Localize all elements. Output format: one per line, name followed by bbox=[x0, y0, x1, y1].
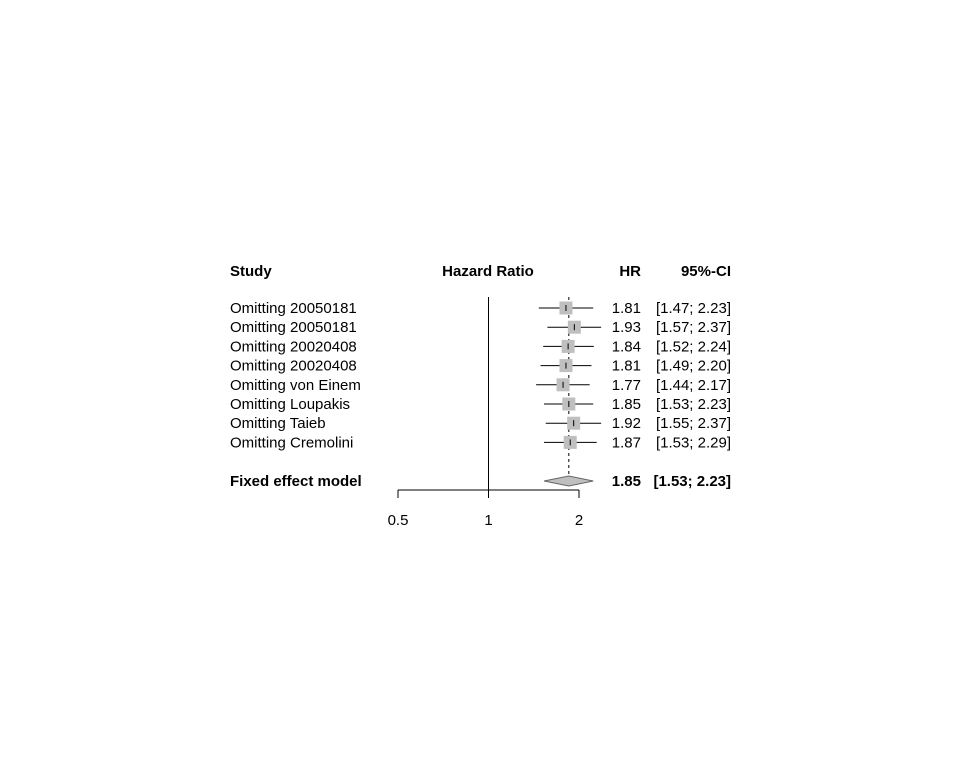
hr-value: 1.77 bbox=[612, 377, 641, 394]
ci-value: [1.53; 2.29] bbox=[656, 434, 731, 451]
header-ci: 95%-CI bbox=[681, 263, 731, 280]
ci-value: [1.57; 2.37] bbox=[656, 319, 731, 336]
header-hr: HR bbox=[619, 263, 641, 280]
x-tick-label: 0.5 bbox=[388, 512, 409, 529]
study-label: Omitting Taieb bbox=[230, 415, 326, 432]
x-tick-label: 2 bbox=[575, 512, 583, 529]
pooled-ci-value: [1.53; 2.23] bbox=[653, 473, 731, 490]
ci-value: [1.55; 2.37] bbox=[656, 415, 731, 432]
hr-value: 1.92 bbox=[612, 415, 641, 432]
ci-value: [1.52; 2.24] bbox=[656, 338, 731, 355]
hr-value: 1.81 bbox=[612, 300, 641, 317]
study-label: Omitting 20020408 bbox=[230, 338, 357, 355]
study-label: Omitting von Einem bbox=[230, 377, 361, 394]
header-study: Study bbox=[230, 263, 272, 280]
study-label: Omitting Cremolini bbox=[230, 434, 353, 451]
x-tick-label: 1 bbox=[484, 512, 492, 529]
ci-value: [1.53; 2.23] bbox=[656, 396, 731, 413]
pooled-diamond bbox=[543, 475, 594, 487]
header-hazard-ratio: Hazard Ratio bbox=[442, 263, 534, 280]
hr-value: 1.87 bbox=[612, 434, 641, 451]
ci-value: [1.47; 2.23] bbox=[656, 300, 731, 317]
pooled-hr-value: 1.85 bbox=[612, 473, 641, 490]
study-rows: Omitting 20050181 1.81 [1.47; 2.23] Omittin… bbox=[230, 297, 731, 490]
hr-value: 1.84 bbox=[612, 338, 641, 355]
study-label: Omitting 20020408 bbox=[230, 358, 357, 375]
study-label: Omitting Loupakis bbox=[230, 396, 350, 413]
ci-value: [1.49; 2.20] bbox=[656, 358, 731, 375]
hr-value: 1.81 bbox=[612, 358, 641, 375]
hr-value: 1.85 bbox=[612, 396, 641, 413]
study-label: Omitting 20050181 bbox=[230, 300, 357, 317]
study-label: Omitting 20050181 bbox=[230, 319, 357, 336]
ci-value: [1.44; 2.17] bbox=[656, 377, 731, 394]
x-axis: 0.5 1 2 bbox=[388, 489, 583, 529]
hr-value: 1.93 bbox=[612, 319, 641, 336]
pooled-label: Fixed effect model bbox=[230, 473, 362, 490]
